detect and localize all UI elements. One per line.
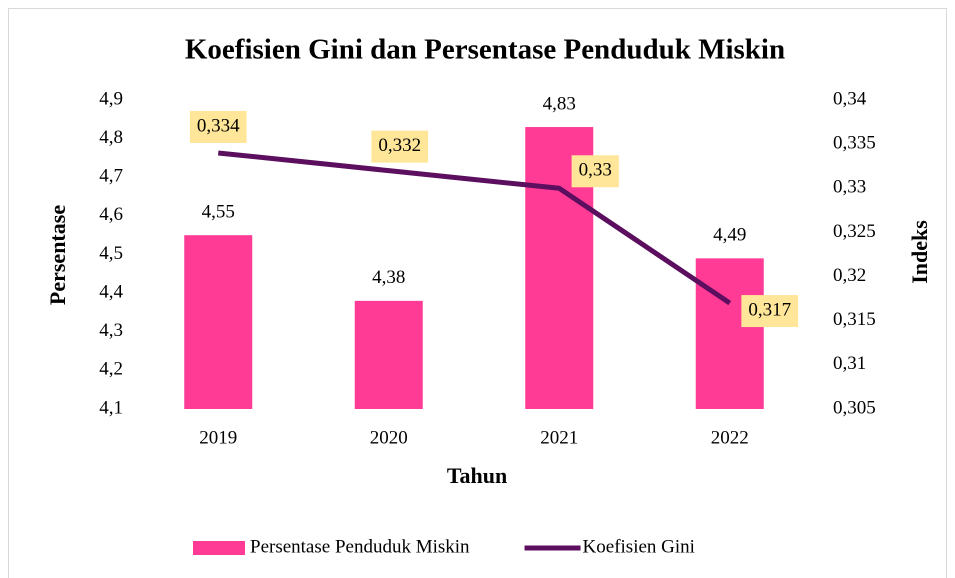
y-tick-label: 4,6 [99, 204, 123, 225]
line-value-label: 0,317 [748, 299, 791, 320]
bar [184, 235, 253, 409]
line [217, 150, 732, 306]
y2-tick-label: 0,33 [833, 177, 866, 198]
legend-label: Koefisien Gini [583, 536, 695, 557]
y-tick-label: 4,1 [99, 397, 123, 418]
bar [695, 258, 764, 409]
y2-tick-label: 0,335 [833, 133, 876, 154]
x-tick-label: 2019 [199, 427, 237, 448]
y2-tick-label: 0,34 [833, 88, 867, 109]
x-tick-label: 2020 [370, 427, 408, 448]
line-value-label: 0,332 [378, 135, 421, 156]
y-tick-label: 4,9 [99, 88, 123, 109]
chart-title: Koefisien Gini dan Persentase Penduduk M… [185, 34, 785, 66]
bar-value-label: 4,83 [543, 93, 576, 114]
label-box [371, 130, 429, 163]
line-value-label: 0,334 [197, 115, 240, 136]
y-tick-label: 4,5 [99, 243, 123, 264]
y-tick-label: 4,7 [99, 166, 123, 187]
y2-tick-label: 0,31 [833, 353, 866, 374]
y-tick-label: 4,8 [99, 127, 123, 148]
y-tick-label: 4,3 [99, 320, 123, 341]
y2-tick-label: 0,305 [833, 397, 876, 418]
bar-value-label: 4,55 [202, 202, 235, 223]
x-tick-label: 2021 [540, 427, 578, 448]
y-tick-label: 4,2 [99, 359, 123, 380]
y2-axis-title: Indeks [907, 220, 932, 284]
y2-tick-label: 0,32 [833, 265, 866, 286]
label-box [741, 295, 799, 328]
y-tick-label: 4,4 [99, 281, 123, 302]
bar-value-label: 4,38 [372, 267, 405, 288]
y-axis-title: Persentase [45, 205, 70, 305]
y2-tick-label: 0,315 [833, 309, 876, 330]
legend-swatch [193, 541, 245, 555]
y2-tick-label: 0,325 [833, 221, 876, 242]
chart-border [8, 8, 947, 578]
label-box [189, 110, 247, 143]
bar-value-label: 4,49 [713, 225, 746, 246]
x-axis-title: Tahun [447, 463, 507, 488]
legend-label: Persentase Penduduk Miskin [250, 536, 470, 557]
bar [354, 300, 423, 409]
x-tick-label: 2022 [711, 427, 749, 448]
label-box [571, 155, 619, 188]
line-value-label: 0,33 [579, 160, 612, 181]
